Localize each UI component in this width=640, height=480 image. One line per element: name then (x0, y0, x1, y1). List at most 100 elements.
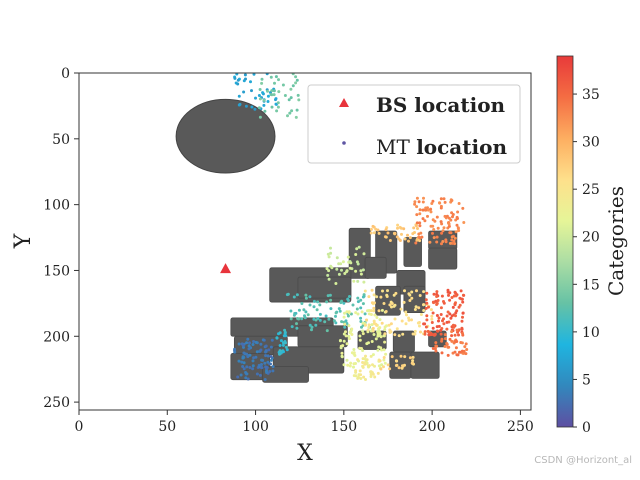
mt-point (246, 377, 250, 381)
mt-point (422, 196, 425, 200)
mt-point (371, 224, 375, 228)
mt-point (416, 227, 419, 230)
mt-point (292, 295, 296, 299)
mt-point (297, 317, 301, 321)
mt-point (266, 89, 269, 93)
mt-point (460, 319, 464, 323)
mt-point (373, 364, 376, 368)
mt-point (383, 332, 387, 336)
mt-point (296, 93, 300, 97)
mt-point (381, 289, 384, 293)
mt-point (325, 329, 329, 333)
mt-point (411, 359, 415, 363)
mt-point (412, 226, 416, 230)
mt-point (241, 365, 245, 368)
mt-point (338, 309, 342, 313)
mt-point (458, 303, 462, 307)
mt-point (426, 208, 430, 212)
mt-point (236, 78, 240, 82)
mt-point (390, 355, 394, 359)
mt-point (443, 214, 447, 218)
mt-point (434, 341, 438, 345)
x-tick-label: 250 (507, 419, 534, 435)
mt-point (457, 202, 461, 205)
mt-point (285, 348, 289, 352)
mt-point (430, 317, 434, 321)
mt-point (437, 324, 441, 328)
mt-point (284, 345, 288, 349)
colorbar-title: Categories (604, 186, 628, 296)
mt-point (378, 334, 382, 338)
mt-point (242, 361, 246, 365)
mt-point (403, 289, 406, 293)
mt-point (304, 293, 308, 297)
mt-point (261, 338, 265, 342)
mt-point (245, 341, 249, 345)
x-tick-label: 50 (158, 419, 176, 435)
mt-point (372, 293, 376, 297)
obstacle-ellipse (175, 98, 276, 174)
mt-point (326, 273, 330, 277)
x-axis: 0 50 100 150 200 250 (75, 410, 534, 435)
mt-point (453, 242, 457, 246)
mt-point (241, 356, 245, 360)
mt-point (417, 200, 421, 204)
obstacle-building (403, 237, 422, 267)
mt-point (233, 347, 237, 351)
mt-point (359, 316, 363, 320)
mt-point (329, 298, 333, 302)
mt-point (237, 94, 241, 98)
mt-point (389, 322, 393, 326)
mt-point (304, 296, 308, 300)
mt-point (327, 277, 331, 281)
mt-point (297, 98, 301, 102)
mt-point (440, 222, 444, 226)
mt-point (431, 311, 435, 315)
mt-point (337, 307, 341, 311)
mt-point (383, 361, 387, 365)
mt-point (290, 325, 294, 329)
colorbar-tick-label: 25 (582, 182, 600, 198)
mt-point (380, 321, 384, 325)
mt-point (359, 320, 363, 323)
mt-point (444, 240, 448, 244)
mt-point (457, 333, 460, 337)
x-axis-title: X (297, 441, 313, 466)
mt-point (372, 231, 376, 235)
mt-point (271, 369, 275, 373)
mt-point (347, 310, 351, 314)
mt-point (259, 348, 263, 352)
mt-point (399, 354, 403, 358)
mt-point (377, 345, 381, 349)
mt-point (349, 312, 353, 316)
mt-point (318, 318, 322, 322)
mt-point (342, 339, 346, 343)
mt-point (300, 302, 304, 305)
mt-point (401, 332, 405, 336)
mt-point (425, 318, 429, 322)
mt-point (367, 325, 371, 329)
mt-point (386, 363, 390, 367)
mt-point (358, 338, 362, 342)
mt-point (439, 328, 443, 332)
mt-point (451, 323, 455, 327)
mt-point (423, 332, 427, 336)
mt-point (413, 202, 417, 206)
mt-point (370, 340, 374, 343)
mt-point (252, 356, 256, 360)
mt-point (448, 337, 452, 341)
mt-point (378, 359, 382, 363)
mt-point (382, 365, 385, 369)
mt-point (421, 217, 425, 221)
mt-point (270, 338, 274, 342)
mt-point (370, 301, 374, 305)
mt-point (464, 342, 468, 346)
mt-point (392, 293, 396, 297)
mt-point (345, 342, 349, 346)
mt-point (269, 362, 272, 366)
mt-point (366, 328, 370, 332)
mt-point (361, 349, 365, 352)
mt-point (255, 350, 259, 354)
x-tick-label: 200 (419, 419, 446, 435)
